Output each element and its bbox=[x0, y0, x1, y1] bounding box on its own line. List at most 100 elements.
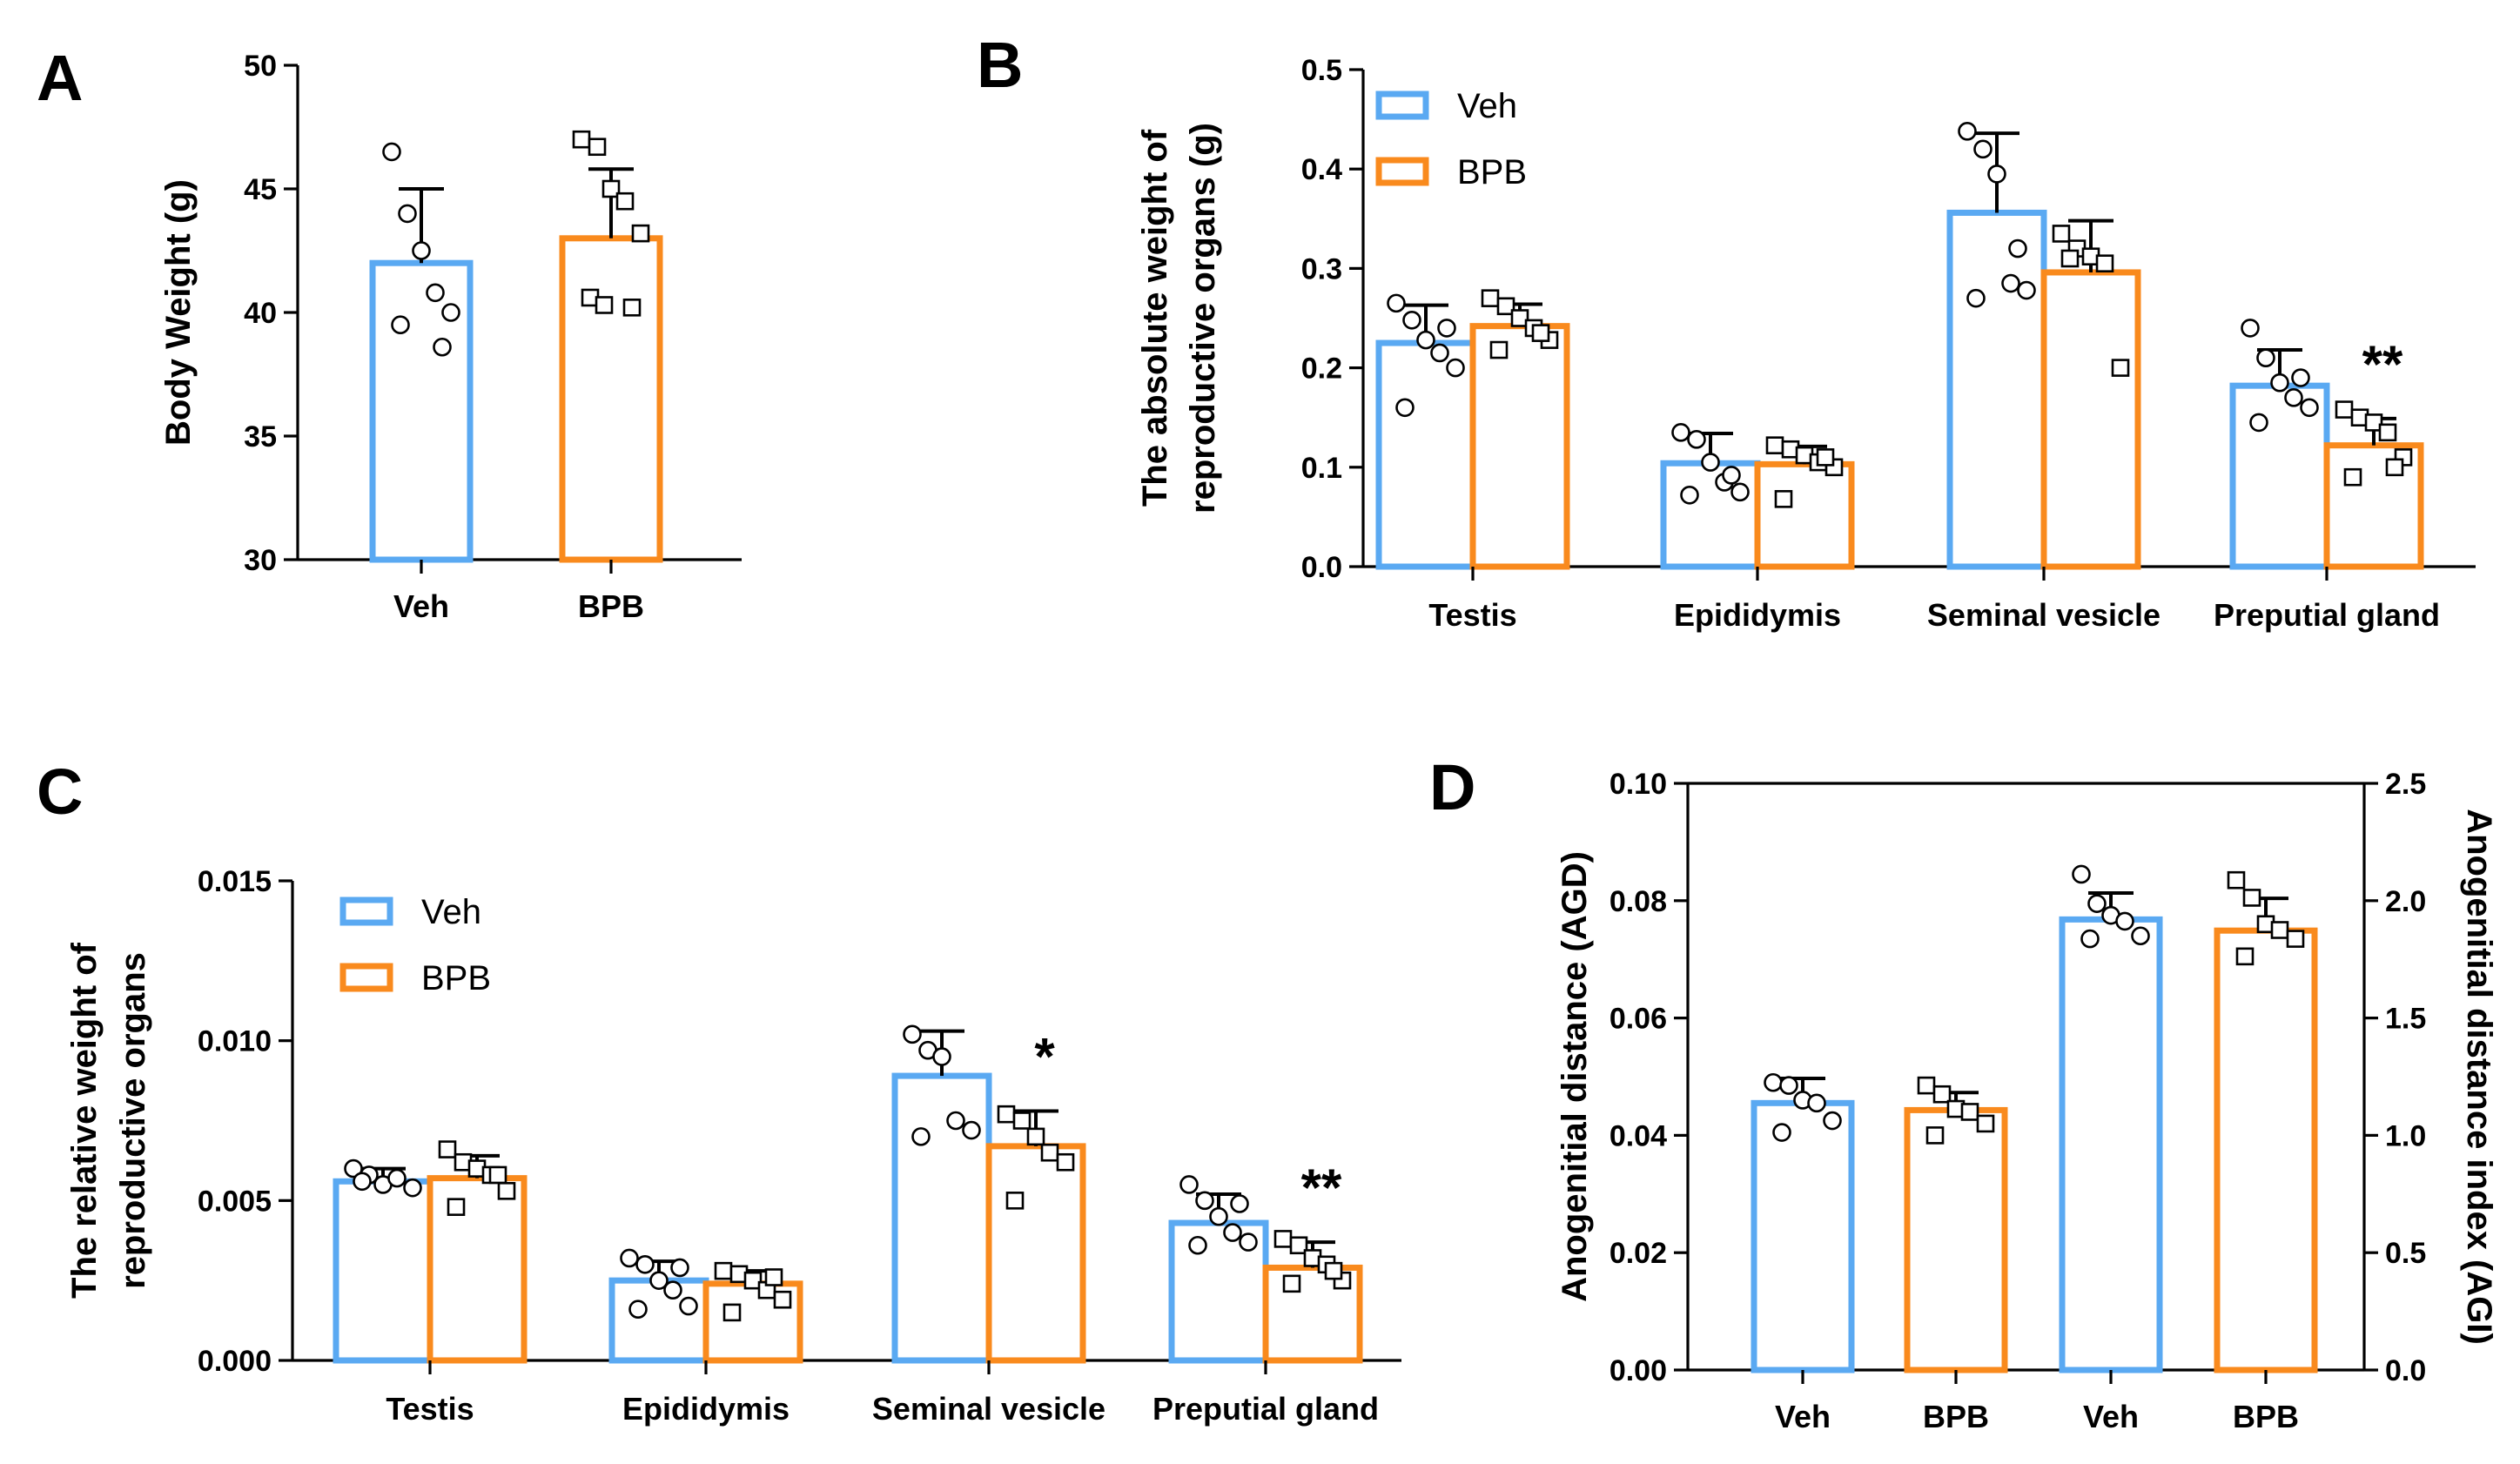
group-1-series-1-point bbox=[773, 1290, 792, 1309]
panel-b: B 0.0 0.1 0.2 0.3 0.4 0.5 The absolute weight o… bbox=[977, 29, 2476, 633]
y2-tick-label: 2.5 bbox=[2385, 768, 2426, 801]
bar-2-point bbox=[2115, 911, 2134, 931]
group-0-series-0-point bbox=[1387, 293, 1406, 313]
y-tick-label: 0.1 bbox=[1301, 452, 1342, 485]
y-tick-label: 35 bbox=[244, 420, 277, 453]
bar-2-bar bbox=[2059, 916, 2163, 1373]
y-tick-label: 50 bbox=[244, 50, 277, 83]
group-1-series-0-point bbox=[1680, 485, 1699, 505]
group-1-series-0-point bbox=[1730, 482, 1750, 502]
y-tick-label: 0.04 bbox=[1609, 1119, 1667, 1152]
group-2-series-1-bar bbox=[985, 1143, 1086, 1364]
bar-1-point bbox=[588, 138, 607, 157]
panel-a: A 30 35 40 45 50 Body Weight (g) Veh BPB bbox=[37, 42, 742, 624]
bar-3-point bbox=[2242, 889, 2261, 907]
group-2-series-0-bar bbox=[1946, 209, 2047, 570]
y-tick-label: 0.010 bbox=[198, 1025, 272, 1058]
group-2-series-1-point bbox=[997, 1105, 1016, 1124]
bar-0-point bbox=[398, 204, 417, 224]
group-2-series-1-point bbox=[1005, 1192, 1025, 1210]
panel-label: B bbox=[977, 29, 1023, 101]
bar-0-point bbox=[1823, 1111, 1842, 1131]
bar-0-point bbox=[1772, 1123, 1791, 1142]
group-0-series-1-bar bbox=[427, 1175, 528, 1364]
bar-1-bar bbox=[1904, 1106, 2008, 1373]
bar-0-point bbox=[1779, 1076, 1798, 1095]
group-3-series-0-point bbox=[2291, 368, 2310, 387]
bar-1-point bbox=[1925, 1126, 1945, 1145]
y-tick-label: 0.015 bbox=[198, 865, 272, 898]
group-1-series-1-bar bbox=[1754, 460, 1855, 570]
group-0-series-0-point bbox=[344, 1158, 363, 1179]
bar-1-point bbox=[595, 296, 614, 314]
y2-tick-label: 0.0 bbox=[2385, 1354, 2426, 1387]
legend-label: Veh bbox=[421, 893, 481, 931]
bar-2-point bbox=[2072, 864, 2091, 884]
group-1-series-0-point bbox=[1671, 423, 1690, 442]
x-tick-label: Preputial gland bbox=[2214, 597, 2440, 633]
group-2-series-0-bar bbox=[891, 1072, 992, 1364]
group-0-series-0-point bbox=[403, 1178, 422, 1198]
group-2-series-0-point bbox=[911, 1127, 931, 1146]
bar-0-bar bbox=[1751, 1099, 1855, 1373]
group-0-series-1-point bbox=[447, 1198, 466, 1216]
group-1-series-0-bar bbox=[608, 1277, 709, 1364]
group-2-series-1-point bbox=[2060, 249, 2080, 268]
group-3-series-0-point bbox=[1188, 1235, 1207, 1255]
legend-swatch-veh bbox=[1375, 91, 1429, 120]
group-0-series-1-point bbox=[1489, 340, 1509, 359]
y2-tick-label: 1.0 bbox=[2385, 1119, 2426, 1152]
y-tick-label: 0.2 bbox=[1301, 353, 1342, 386]
bar-2-point bbox=[2080, 929, 2100, 949]
x-tick-label: Veh bbox=[393, 588, 449, 624]
group-1-series-0-point bbox=[679, 1296, 698, 1316]
group-1-series-1-point bbox=[1765, 436, 1784, 454]
group-0-series-1-point bbox=[438, 1140, 457, 1158]
group-3-series-0-point bbox=[2256, 348, 2275, 367]
group-1-series-1-point bbox=[714, 1261, 733, 1280]
bar-1-point bbox=[1976, 1114, 1995, 1133]
legend-label: Veh bbox=[1457, 87, 1517, 125]
group-3-series-1-point bbox=[1282, 1274, 1301, 1293]
y2-tick-label: 2.0 bbox=[2385, 885, 2426, 918]
group-3-series-0-point bbox=[2284, 388, 2303, 407]
group-0-series-1-point bbox=[1510, 309, 1529, 327]
bar-0-point bbox=[382, 142, 401, 162]
y-tick-label: 0.0 bbox=[1301, 551, 1342, 584]
bar-0-point bbox=[433, 337, 452, 357]
group-2-series-0-point bbox=[2017, 280, 2036, 300]
group-1-series-0-point bbox=[628, 1299, 648, 1320]
bar-2-point bbox=[2087, 894, 2107, 913]
group-3-series-0-point bbox=[2270, 373, 2289, 393]
y-axis-label: Anogenitial distance (AGD) bbox=[1556, 851, 1594, 1302]
bar-1-point bbox=[615, 191, 635, 211]
group-1-series-1-point bbox=[1816, 448, 1835, 467]
bar-0-point bbox=[1807, 1093, 1826, 1113]
group-0-series-1-point bbox=[488, 1165, 507, 1185]
group-2-series-1-point bbox=[2095, 254, 2114, 272]
legend-label: BPB bbox=[1457, 153, 1527, 191]
y-tick-label: 40 bbox=[244, 297, 277, 330]
y-tick-label: 0.02 bbox=[1609, 1237, 1667, 1270]
group-1-series-1-point bbox=[743, 1271, 763, 1290]
y-tick-label: 0.10 bbox=[1609, 768, 1667, 801]
y-tick-label: 0.4 bbox=[1301, 153, 1342, 186]
x-tick-label: Veh bbox=[2083, 1399, 2139, 1434]
y-axis-label: The relative weight of bbox=[65, 942, 104, 1299]
y2-axis-label: Anogenitial distance index (AGI) bbox=[2460, 809, 2498, 1345]
group-3-series-0-point bbox=[2300, 398, 2319, 418]
group-1-series-0-point bbox=[1687, 430, 1706, 449]
group-1-series-1-point bbox=[764, 1268, 783, 1286]
bar-1-point bbox=[601, 179, 621, 198]
x-tick-label: BPB bbox=[1923, 1399, 1989, 1434]
y-tick-label: 0.08 bbox=[1609, 885, 1667, 918]
group-1-series-0-point bbox=[670, 1258, 689, 1278]
y2-tick-label: 1.5 bbox=[2385, 1003, 2426, 1036]
bar-1-point bbox=[631, 224, 650, 243]
panel-label: A bbox=[37, 42, 83, 114]
group-0-series-1-bar bbox=[1469, 323, 1570, 570]
group-2-series-0-point bbox=[962, 1120, 981, 1140]
group-0-series-0-point bbox=[1402, 310, 1421, 330]
bar-3-point bbox=[2235, 947, 2255, 966]
